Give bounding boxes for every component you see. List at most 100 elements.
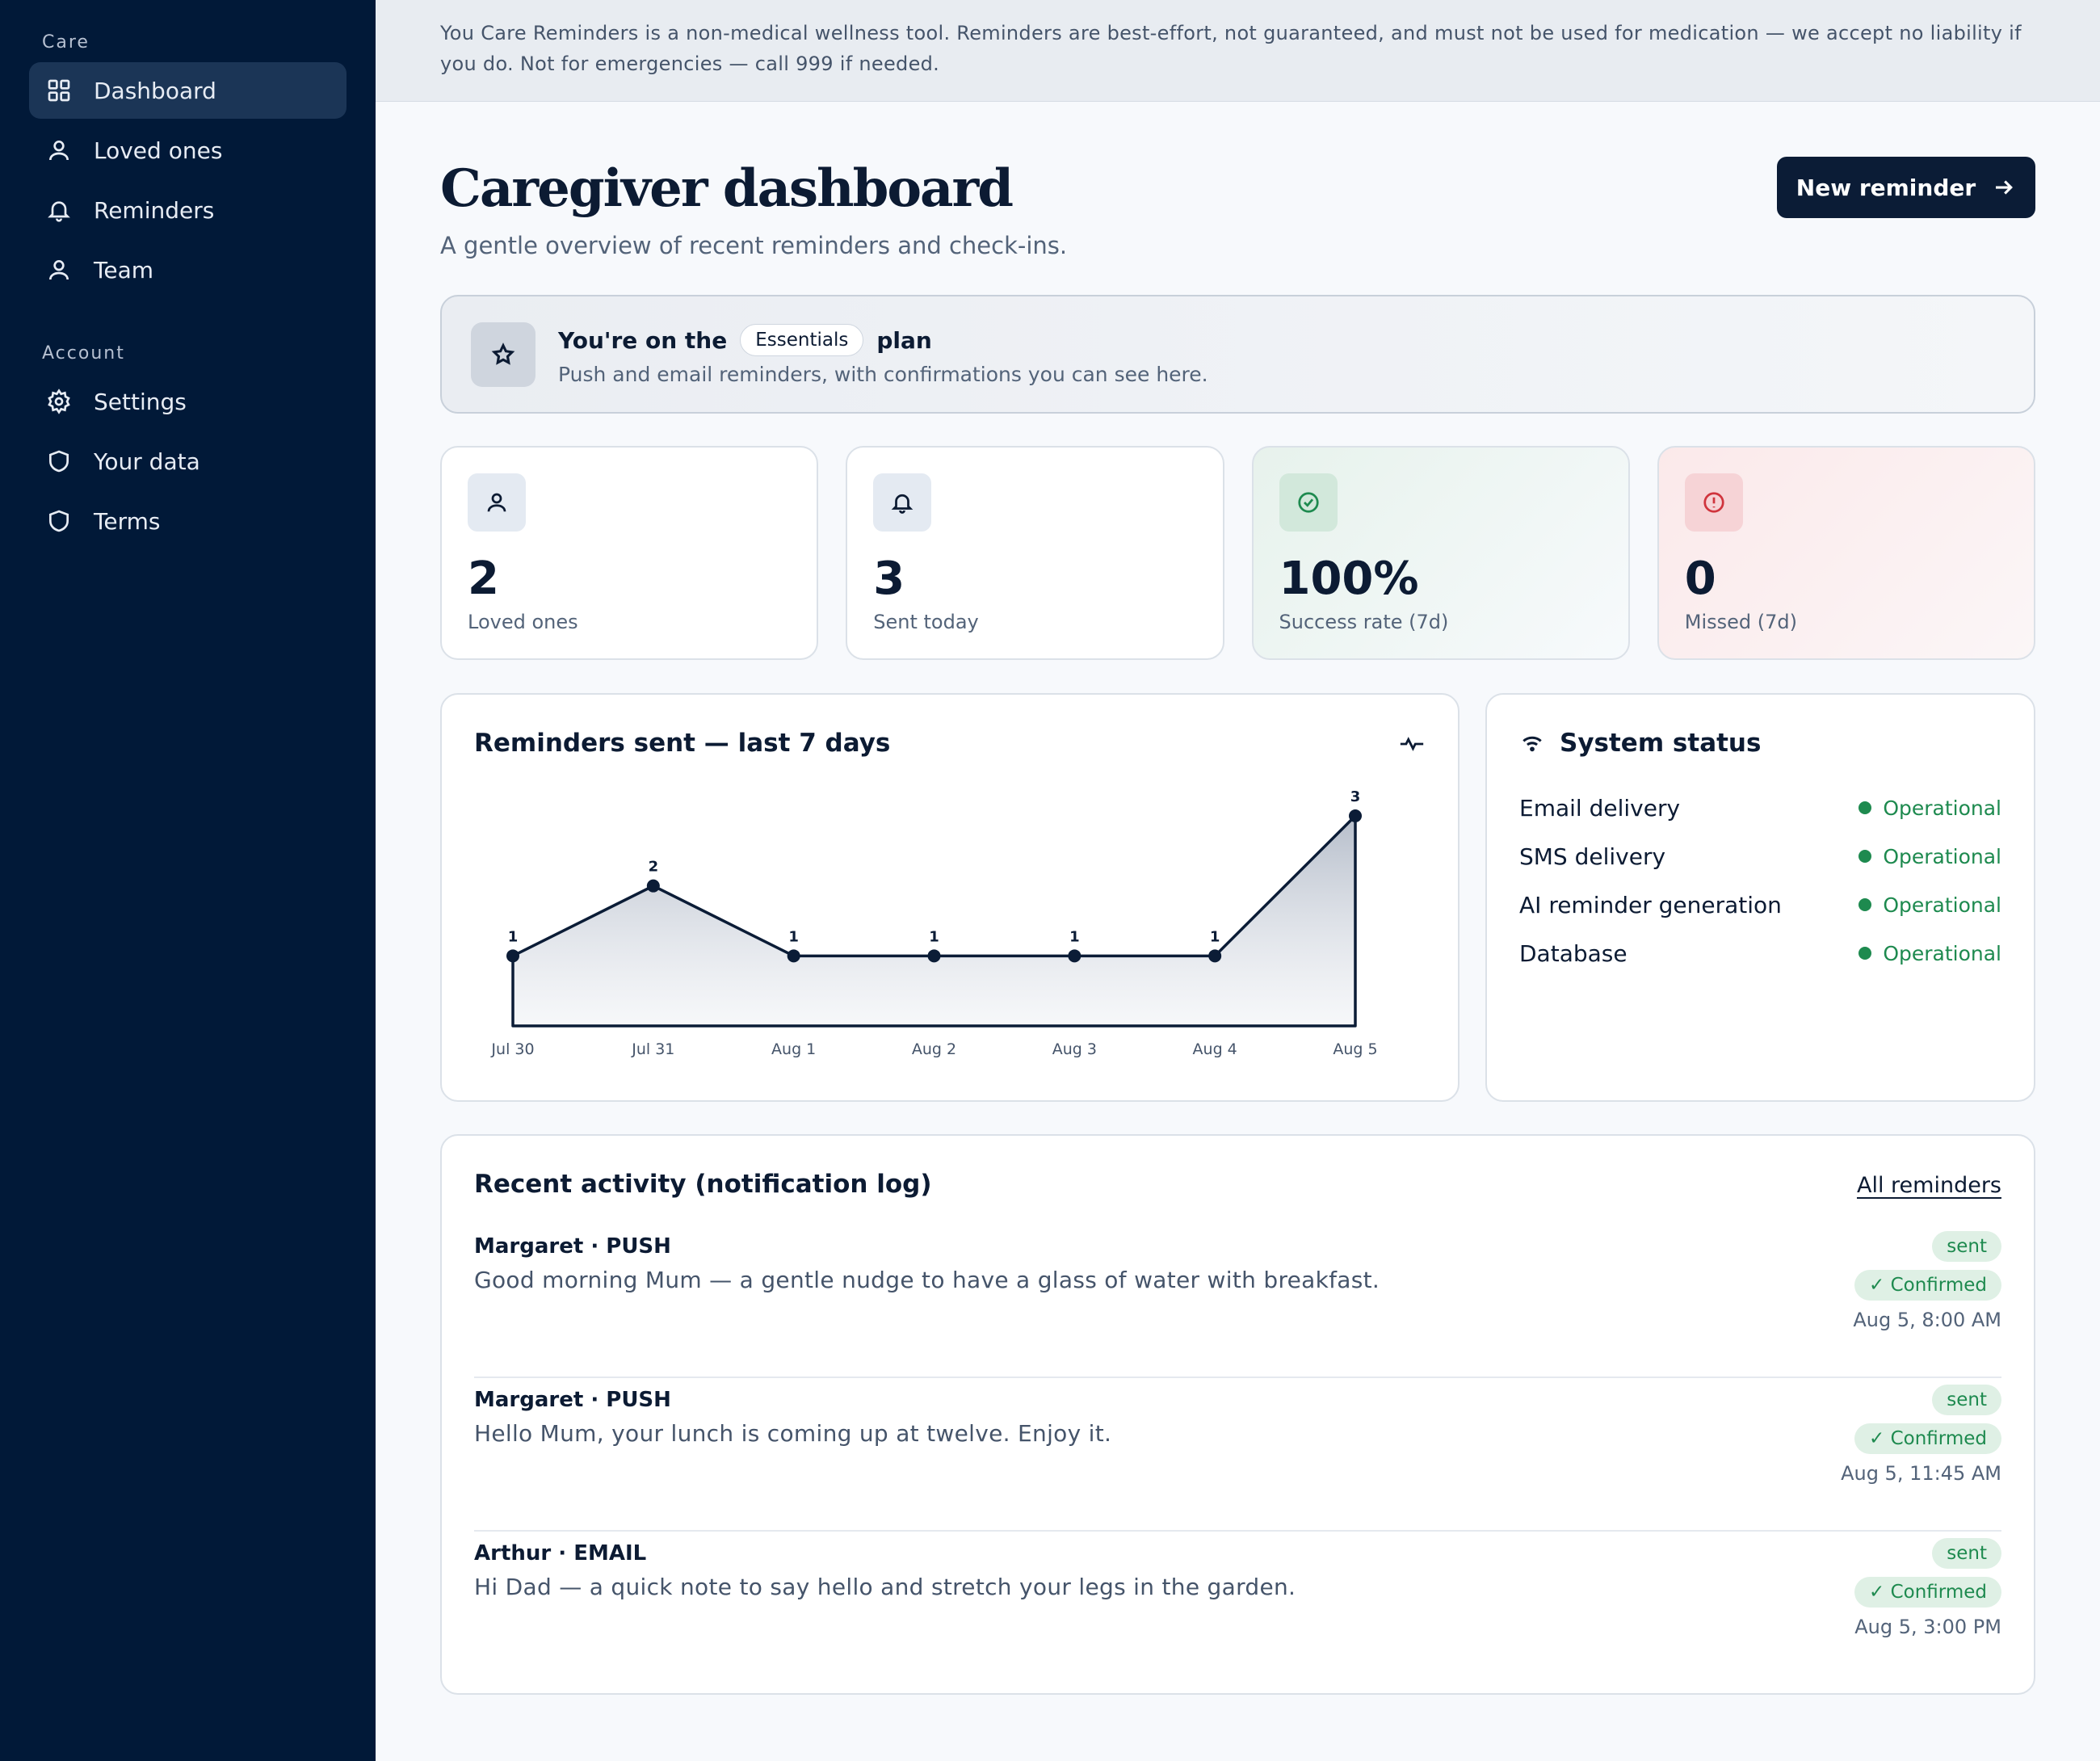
status-dot: [1858, 898, 1872, 911]
chart-point[interactable]: [927, 949, 941, 963]
shield-icon: [45, 507, 73, 535]
confirmed-badge: ✓ Confirmed: [1854, 1423, 2001, 1454]
chart-data-label: 1: [1210, 928, 1220, 945]
activity-message: Hello Mum, your lunch is coming up at tw…: [474, 1420, 1112, 1447]
activity-row[interactable]: Margaret · PUSH Good morning Mum — a gen…: [474, 1225, 2001, 1378]
status-indicator: Operational: [1858, 796, 2001, 820]
sidebar-item-terms[interactable]: Terms: [29, 493, 346, 549]
status-text: Operational: [1883, 844, 2001, 868]
disclaimer-banner: You Care Reminders is a non-medical well…: [376, 0, 2100, 102]
chart-x-tick-label: Jul 30: [490, 1040, 534, 1058]
plan-prefix: You're on the: [558, 326, 728, 354]
chart-data-label: 1: [1069, 928, 1080, 945]
activity-recipient: Margaret · PUSH: [474, 1388, 671, 1412]
status-row-database: Database Operational: [1519, 937, 2001, 969]
chart-x-tick-label: Aug 5: [1333, 1040, 1377, 1058]
status-service-name: Database: [1519, 939, 1628, 967]
confirmed-badge: ✓ Confirmed: [1854, 1577, 2001, 1608]
sidebar-item-your-data[interactable]: Your data: [29, 433, 346, 490]
page-title: Caregiver dashboard: [440, 158, 1014, 219]
stat-card-loved-ones: 2 Loved ones: [440, 446, 819, 660]
activity-pulse-icon: [1398, 730, 1426, 758]
sidebar-item-label: Settings: [94, 388, 187, 415]
system-status-header: System status: [1519, 729, 1761, 758]
page-subtitle: A gentle overview of recent reminders an…: [440, 232, 1068, 259]
chart-data-label: 1: [508, 928, 519, 945]
sidebar-item-label: Terms: [94, 507, 161, 535]
plan-heading: You're on the Essentials plan: [558, 324, 932, 356]
plan-badge: Essentials: [740, 324, 864, 356]
system-status-card: System status Email delivery Operational…: [1485, 693, 2035, 1102]
sidebar-item-reminders[interactable]: Reminders: [29, 182, 346, 238]
activity-row[interactable]: Margaret · PUSH Hello Mum, your lunch is…: [474, 1378, 2001, 1532]
plan-banner: You're on the Essentials plan Push and e…: [440, 295, 2035, 414]
stat-value: 2: [468, 553, 499, 605]
gear-icon: [45, 388, 73, 415]
all-reminders-link[interactable]: All reminders: [1856, 1173, 2001, 1198]
chart-data-label: 1: [929, 928, 939, 945]
reminders-area-chart: 1 Jul 30 2 Jul 31 1 Aug 1 1 Aug 2 1 Aug 3 1 Aug 4 3 A…: [490, 788, 1377, 1058]
reminders-chart-card: 1 Jul 30 2 Jul 31 1 Aug 1 1 Aug 2 1 Aug 3 1 Aug 4 3 A…: [440, 693, 1460, 1102]
user-icon: [468, 473, 526, 532]
activity-timestamp: Aug 5, 8:00 AM: [1853, 1309, 2001, 1331]
plan-description: Push and email reminders, with confirmat…: [558, 363, 1208, 386]
sidebar-item-label: Dashboard: [94, 77, 216, 104]
chart-x-tick-label: Aug 3: [1052, 1040, 1097, 1058]
chart-point[interactable]: [1349, 809, 1362, 822]
status-indicator: Operational: [1858, 942, 2001, 965]
chart-title: Reminders sent — last 7 days: [474, 729, 891, 758]
star-icon: [471, 322, 536, 387]
user-icon: [45, 256, 73, 284]
status-badge: sent: [1932, 1231, 2001, 1262]
stat-value: 100%: [1279, 553, 1419, 605]
sidebar-item-dashboard[interactable]: Dashboard: [29, 62, 346, 119]
status-dot: [1858, 801, 1872, 814]
sidebar-item-label: Reminders: [94, 196, 215, 224]
chart-point[interactable]: [1208, 949, 1222, 963]
sidebar-item-settings[interactable]: Settings: [29, 373, 346, 430]
chart-x-tick-label: Aug 1: [771, 1040, 816, 1058]
system-status-title: System status: [1560, 729, 1762, 758]
confirmed-badge: ✓ Confirmed: [1854, 1270, 2001, 1301]
activity-row[interactable]: Arthur · EMAIL Hi Dad — a quick note to …: [474, 1532, 2001, 1685]
stat-card-missed: 0 Missed (7d): [1657, 446, 2035, 660]
activity-message: Good morning Mum — a gentle nudge to hav…: [474, 1267, 1380, 1293]
new-reminder-button[interactable]: New reminder: [1777, 157, 2035, 218]
activity-message: Hi Dad — a quick note to say hello and s…: [474, 1574, 1296, 1600]
chart-point[interactable]: [787, 949, 800, 963]
shield-icon: [45, 448, 73, 475]
stat-label: Success rate (7d): [1279, 611, 1449, 633]
sidebar-item-label: Your data: [94, 448, 200, 475]
stat-card-sent-today: 3 Sent today: [846, 446, 1224, 660]
status-badge: sent: [1932, 1385, 2001, 1415]
page-header: Caregiver dashboard A gentle overview of…: [440, 158, 1067, 259]
activity-timestamp: Aug 5, 11:45 AM: [1841, 1462, 2001, 1485]
chart-point[interactable]: [646, 879, 660, 893]
status-text: Operational: [1883, 893, 2001, 917]
grid-icon: [45, 77, 73, 104]
status-text: Operational: [1883, 941, 2001, 965]
status-indicator: Operational: [1858, 893, 2001, 917]
wifi-icon: [1522, 736, 1542, 752]
user-icon: [45, 137, 73, 164]
chart-x-tick-label: Aug 2: [912, 1040, 956, 1058]
sidebar-section-account: Account: [42, 343, 125, 364]
stat-label: Missed (7d): [1684, 611, 1797, 633]
chart-data-label: 2: [649, 859, 659, 876]
chart-x-tick-label: Aug 4: [1193, 1040, 1237, 1058]
arrow-right-icon: [1996, 180, 2014, 195]
stats-row: 2 Loved ones 3 Sent today 100% Success r…: [440, 446, 2035, 660]
status-badge: sent: [1932, 1538, 2001, 1569]
recent-activity-card: Recent activity (notification log) All r…: [440, 1134, 2035, 1695]
status-text: Operational: [1883, 796, 2001, 820]
status-row-email: Email delivery Operational: [1519, 792, 2001, 824]
chart-point[interactable]: [1068, 949, 1082, 963]
status-dot: [1858, 947, 1872, 960]
main-content: You Care Reminders is a non-medical well…: [376, 0, 2100, 1761]
sidebar-item-team[interactable]: Team: [29, 242, 346, 298]
chart-point[interactable]: [506, 949, 519, 963]
stat-label: Sent today: [873, 611, 979, 633]
sidebar-item-label: Loved ones: [94, 137, 223, 164]
sidebar-item-loved-ones[interactable]: Loved ones: [29, 122, 346, 179]
activity-timestamp: Aug 5, 3:00 PM: [1854, 1616, 2001, 1638]
